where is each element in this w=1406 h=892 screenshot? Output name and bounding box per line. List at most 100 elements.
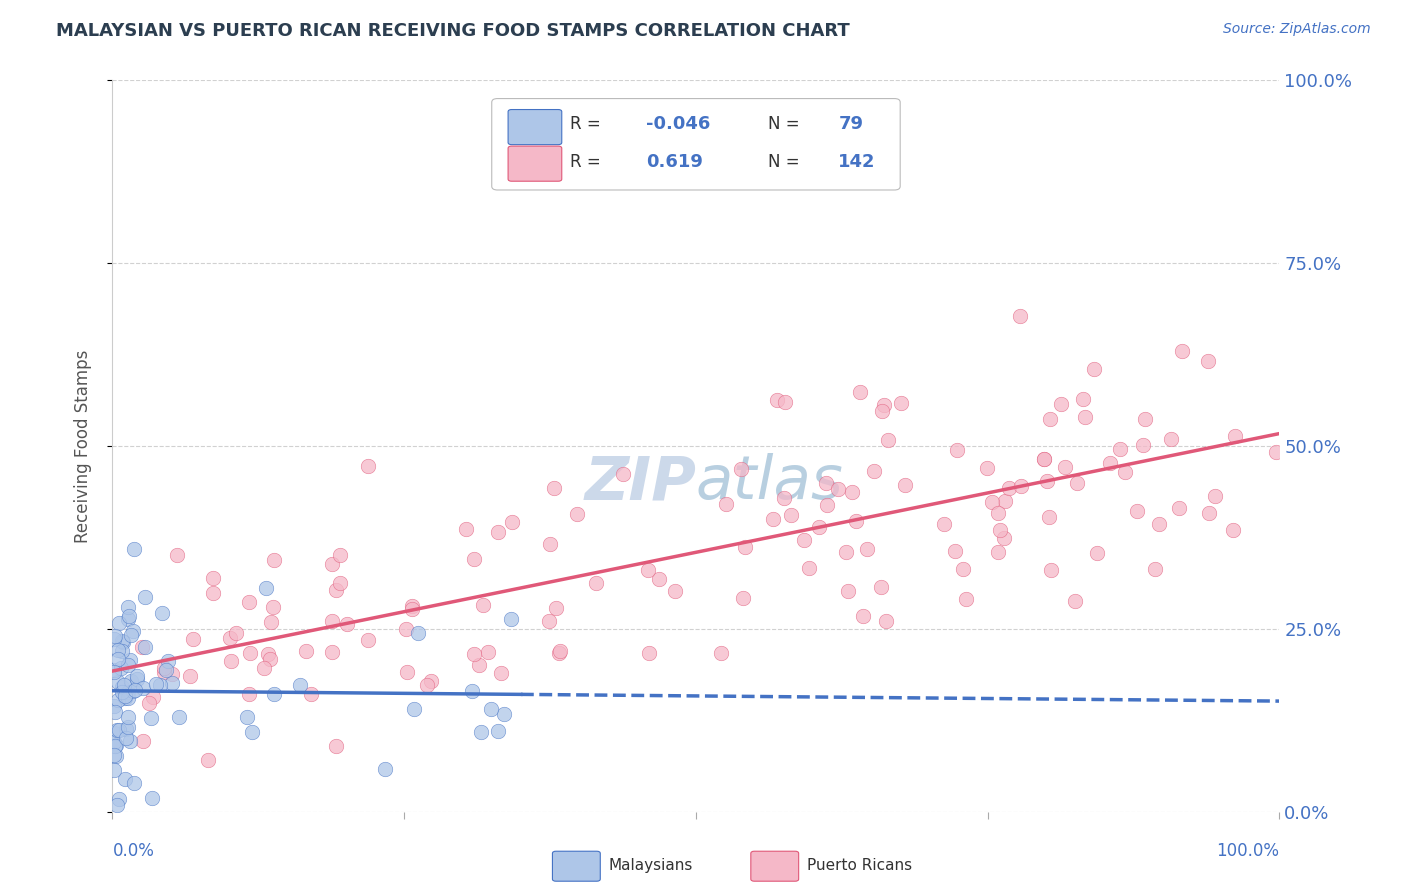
Point [150, 607, 173, 621]
Point [201, 571, 224, 585]
Point [420, 674, 443, 689]
Point [253, 661, 276, 675]
Point [471, 598, 494, 612]
Point [486, 724, 509, 739]
Point [987, 545, 1010, 559]
Point [117, 685, 139, 699]
Point [357, 632, 380, 647]
Point [105, 739, 128, 753]
Point [117, 720, 139, 734]
Point [114, 772, 136, 787]
Point [468, 657, 491, 672]
Point [932, 516, 955, 531]
Point [131, 640, 153, 654]
Point [259, 651, 281, 665]
Point [149, 678, 172, 692]
Point [125, 668, 148, 682]
Point [122, 542, 145, 557]
Point [1008, 310, 1031, 324]
Point [374, 762, 396, 776]
Point [219, 631, 242, 645]
Point [166, 548, 188, 562]
Point [730, 462, 752, 476]
Point [994, 494, 1017, 508]
Point [1053, 460, 1076, 475]
Point [120, 673, 142, 688]
Point [1167, 500, 1189, 515]
Point [117, 600, 139, 615]
Point [356, 458, 378, 473]
Point [827, 483, 849, 497]
Point [134, 590, 156, 604]
Text: 0.619: 0.619 [645, 153, 703, 171]
Point [117, 612, 139, 626]
Point [1197, 354, 1219, 368]
Point [401, 602, 423, 616]
Point [259, 615, 281, 630]
Point [107, 616, 129, 631]
Text: Source: ZipAtlas.com: Source: ZipAtlas.com [1223, 22, 1371, 37]
Point [987, 506, 1010, 520]
Point [808, 520, 831, 534]
Point [845, 514, 868, 528]
Point [239, 647, 262, 661]
Point [544, 600, 567, 615]
Point [108, 723, 131, 737]
Point [395, 665, 418, 679]
Point [295, 644, 318, 658]
Point [262, 600, 284, 615]
Point [981, 494, 1004, 508]
Point [103, 735, 125, 749]
Point [988, 523, 1011, 537]
Point [779, 508, 801, 523]
Point [1064, 593, 1087, 607]
Point [470, 725, 492, 739]
Point [103, 664, 125, 678]
Point [290, 678, 312, 692]
Text: ZIP: ZIP [583, 453, 696, 512]
Point [321, 644, 343, 658]
Point [120, 653, 142, 667]
Point [139, 711, 162, 725]
Point [456, 522, 478, 536]
Point [1198, 506, 1220, 520]
Point [263, 553, 285, 567]
Point [710, 647, 733, 661]
Point [855, 542, 877, 557]
Point [107, 674, 129, 689]
Point [1170, 343, 1192, 358]
Point [141, 791, 163, 805]
Point [863, 464, 886, 478]
Point [1098, 456, 1121, 470]
Point [501, 515, 523, 529]
Text: 0.0%: 0.0% [112, 842, 155, 860]
Point [491, 665, 513, 680]
Point [124, 683, 146, 698]
Point [955, 592, 977, 607]
Point [852, 608, 875, 623]
Point [225, 626, 247, 640]
Point [1223, 429, 1246, 443]
Point [870, 580, 893, 594]
Point [111, 635, 134, 649]
Point [849, 385, 872, 400]
Point [477, 645, 499, 659]
Point [117, 691, 139, 706]
Point [401, 599, 423, 613]
Point [167, 710, 190, 724]
Point [976, 460, 998, 475]
Point [479, 702, 502, 716]
Point [873, 398, 896, 412]
Point [236, 710, 259, 724]
Point [538, 537, 561, 551]
Point [1040, 563, 1063, 577]
Point [321, 614, 343, 628]
Point [612, 467, 634, 482]
Point [1160, 433, 1182, 447]
Point [162, 667, 184, 681]
Point [537, 614, 560, 628]
Point [105, 797, 128, 812]
Point [120, 734, 142, 748]
Point [257, 647, 280, 661]
Point [1066, 476, 1088, 491]
